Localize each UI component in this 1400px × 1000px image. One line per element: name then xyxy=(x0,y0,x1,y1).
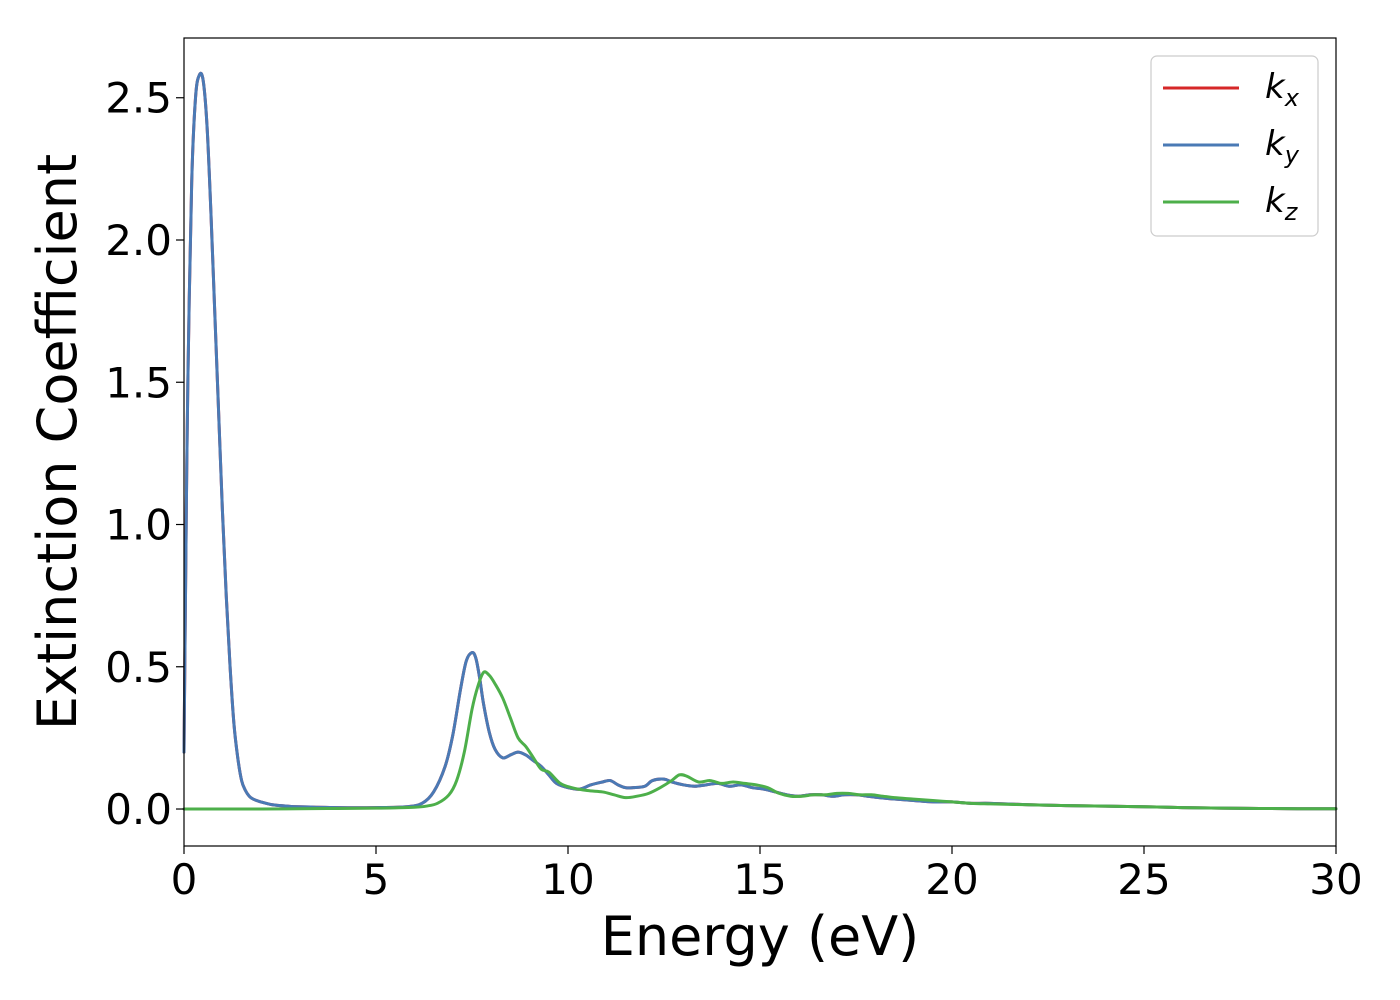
y-axis-ticks: 0.0 0.5 1.0 1.5 2.0 2.5 xyxy=(105,74,184,834)
y-tick-label: 2.0 xyxy=(105,216,172,265)
y-tick-label: 1.0 xyxy=(105,501,172,550)
legend: kx ky kz xyxy=(1150,55,1319,237)
legend-label-y: ky xyxy=(1265,124,1300,169)
series-layer xyxy=(182,71,1338,811)
x-tick-label: 25 xyxy=(1117,855,1170,904)
y-tick-label: 2.5 xyxy=(105,74,172,123)
x-tick-label: 30 xyxy=(1309,855,1362,904)
y-tick-label: 0.0 xyxy=(105,785,172,834)
plot-background xyxy=(184,38,1336,846)
legend-label-x: kx xyxy=(1265,67,1300,112)
x-tick-label: 5 xyxy=(363,855,390,904)
x-axis-ticks: 0 5 10 15 20 25 30 xyxy=(171,846,1363,904)
x-tick-label: 15 xyxy=(733,855,786,904)
y-tick-label: 1.5 xyxy=(105,358,172,407)
y-axis-title: Extinction Coefficient xyxy=(26,154,89,730)
series-line-z xyxy=(182,670,1338,811)
series-line-y xyxy=(182,71,1338,811)
y-tick-label: 0.5 xyxy=(105,643,172,692)
legend-label-z: kz xyxy=(1265,181,1299,226)
x-tick-label: 10 xyxy=(541,855,594,904)
x-tick-label: 20 xyxy=(925,855,978,904)
x-axis-title: Energy (eV) xyxy=(601,905,920,968)
x-tick-label: 0 xyxy=(171,855,198,904)
